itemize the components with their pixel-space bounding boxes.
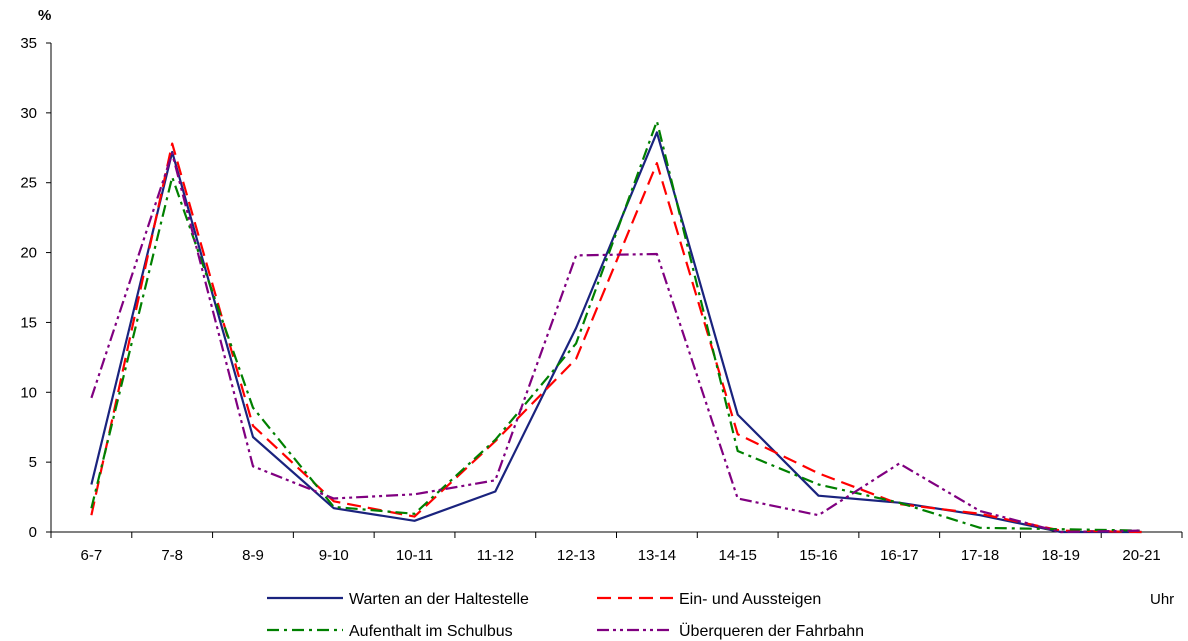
legend: Warten an der Haltestelle Ein- und Ausste… [267, 591, 864, 640]
legend-label: Warten an der Haltestelle [349, 591, 529, 608]
y-tick-label: 25 [20, 175, 37, 192]
x-tick-label: 20-21 [1122, 547, 1160, 564]
x-tick-label: 9-10 [319, 547, 349, 564]
x-tick-label: 11-12 [477, 547, 514, 564]
x-tick-label: 17-18 [961, 547, 999, 564]
y-tick-label: 35 [20, 35, 37, 52]
series-line-1 [90, 131, 1142, 534]
x-tick-label: 15-16 [799, 547, 837, 564]
series-line-4 [90, 152, 1142, 534]
y-axis-ticks: 0 5 10 15 20 25 30 35 [20, 35, 51, 541]
series-line-3 [90, 120, 1142, 532]
y-tick-label: 15 [20, 314, 37, 331]
x-tick-label: 7-8 [161, 547, 183, 564]
y-axis-unit-label: % [38, 7, 51, 24]
x-tick-label: 18-19 [1042, 547, 1080, 564]
y-tick-label: 30 [20, 105, 37, 122]
x-tick-label: 14-15 [718, 547, 756, 564]
legend-label: Überqueren der Fahrbahn [679, 622, 864, 640]
series-line-2 [90, 142, 1142, 534]
x-tick-label: 6-7 [81, 547, 103, 564]
x-tick-label: 8-9 [242, 547, 264, 564]
x-tick-label: 13-14 [638, 547, 676, 564]
x-tick-label: 12-13 [557, 547, 595, 564]
legend-label: Ein- und Aussteigen [679, 591, 821, 608]
x-tick-label: 10-11 [396, 547, 433, 564]
y-tick-label: 20 [20, 245, 37, 262]
x-axis-unit-label: Uhr [1150, 591, 1174, 608]
y-tick-label: 10 [20, 384, 37, 401]
series-lines [90, 120, 1142, 534]
legend-label: Aufenthalt im Schulbus [349, 623, 513, 640]
y-tick-label: 5 [29, 454, 37, 471]
y-tick-label: 0 [29, 524, 37, 541]
x-tick-label: 16-17 [880, 547, 918, 564]
x-axis-ticks: 6-7 7-8 8-9 9-10 10-11 11-12 12-13 13-14 14-15 15… [50, 532, 1183, 564]
